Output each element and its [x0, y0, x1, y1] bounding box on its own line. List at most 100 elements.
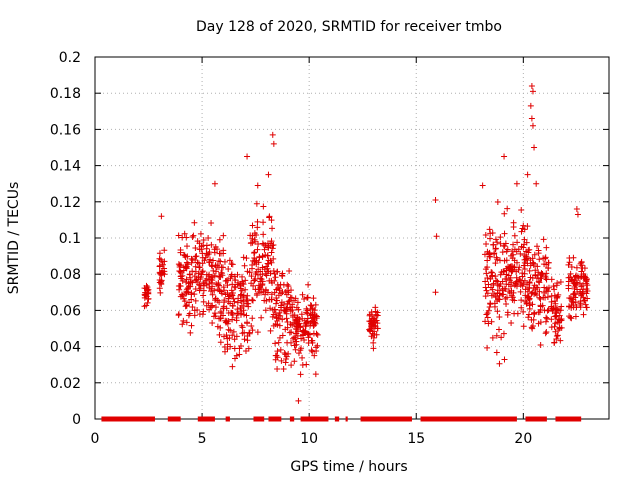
- data-point: [228, 271, 235, 278]
- data-point: [199, 254, 206, 261]
- scatter-points: [101, 82, 591, 422]
- data-point: [531, 251, 538, 258]
- data-point: [485, 307, 492, 314]
- data-point: [182, 303, 189, 310]
- data-point: [223, 332, 230, 339]
- data-point: [249, 222, 256, 229]
- data-point: [274, 348, 281, 355]
- data-point: [541, 284, 548, 291]
- y-tick-label: 0.06: [50, 303, 81, 319]
- data-point: [292, 338, 299, 345]
- data-point: [161, 268, 168, 275]
- data-point: [501, 356, 508, 363]
- data-point: [249, 235, 256, 242]
- data-point: [209, 319, 216, 326]
- data-point: [494, 297, 501, 304]
- data-point: [192, 277, 199, 284]
- data-point: [159, 258, 166, 265]
- data-point: [534, 263, 541, 270]
- data-point: [487, 235, 494, 242]
- x-tick-label: 0: [91, 431, 100, 447]
- data-point: [185, 289, 192, 296]
- data-point: [535, 269, 542, 276]
- data-point: [292, 295, 299, 302]
- data-point: [269, 245, 276, 252]
- data-point: [304, 294, 311, 301]
- grid: [95, 57, 609, 419]
- data-point: [517, 288, 524, 295]
- data-point: [369, 330, 376, 337]
- data-point: [176, 282, 183, 289]
- data-point: [303, 309, 310, 316]
- data-point: [304, 310, 311, 317]
- data-point: [200, 308, 207, 315]
- data-point: [252, 257, 259, 264]
- data-point: [188, 322, 195, 329]
- data-point: [373, 331, 380, 338]
- data-point: [229, 332, 236, 339]
- data-point: [177, 273, 184, 280]
- data-point: [535, 320, 542, 327]
- data-point: [529, 255, 536, 262]
- data-point: [484, 290, 491, 297]
- data-point: [509, 248, 516, 255]
- data-point: [208, 241, 215, 248]
- data-point: [513, 180, 520, 187]
- y-tick-label: 0: [72, 412, 81, 428]
- data-point: [191, 307, 198, 314]
- data-point: [530, 262, 537, 269]
- data-point: [570, 290, 577, 297]
- data-point: [183, 286, 190, 293]
- data-point: [161, 247, 168, 254]
- data-point: [551, 339, 558, 346]
- data-point: [192, 245, 199, 252]
- data-point: [488, 284, 495, 291]
- data-point: [492, 246, 499, 253]
- data-point: [268, 259, 275, 266]
- data-point: [577, 302, 584, 309]
- data-point: [262, 270, 269, 277]
- data-point: [289, 301, 296, 308]
- data-point: [158, 213, 165, 220]
- data-point: [566, 303, 573, 310]
- data-point: [580, 311, 587, 318]
- data-point: [268, 238, 275, 245]
- data-point: [217, 339, 224, 346]
- data-point: [496, 314, 503, 321]
- chart-title: Day 128 of 2020, SRMTID for receiver tmb…: [196, 19, 502, 35]
- data-point: [509, 294, 516, 301]
- data-point: [244, 297, 251, 304]
- data-point: [574, 286, 581, 293]
- data-point: [271, 306, 278, 313]
- data-point: [527, 262, 534, 269]
- data-point: [504, 205, 511, 212]
- data-point: [156, 255, 163, 262]
- data-point: [537, 275, 544, 282]
- data-point: [266, 214, 273, 221]
- data-point: [579, 288, 586, 295]
- data-point: [308, 311, 315, 318]
- data-point: [544, 315, 551, 322]
- data-point: [542, 330, 549, 337]
- data-point: [505, 281, 512, 288]
- data-point: [270, 268, 277, 275]
- data-point: [503, 276, 510, 283]
- data-point: [206, 280, 213, 287]
- data-point: [183, 279, 190, 286]
- data-point: [217, 324, 224, 331]
- data-point: [300, 331, 307, 338]
- data-point: [557, 337, 564, 344]
- data-point: [240, 254, 247, 261]
- data-point: [529, 322, 536, 329]
- data-point: [503, 301, 510, 308]
- x-tick-label: 5: [198, 431, 207, 447]
- data-point: [373, 317, 380, 324]
- data-point: [577, 298, 584, 305]
- data-point: [274, 281, 281, 288]
- data-point: [490, 280, 497, 287]
- data-point: [269, 131, 276, 138]
- data-point: [264, 252, 271, 259]
- data-point: [294, 332, 301, 339]
- y-tick-label: 0.18: [50, 86, 81, 102]
- data-point: [211, 272, 218, 279]
